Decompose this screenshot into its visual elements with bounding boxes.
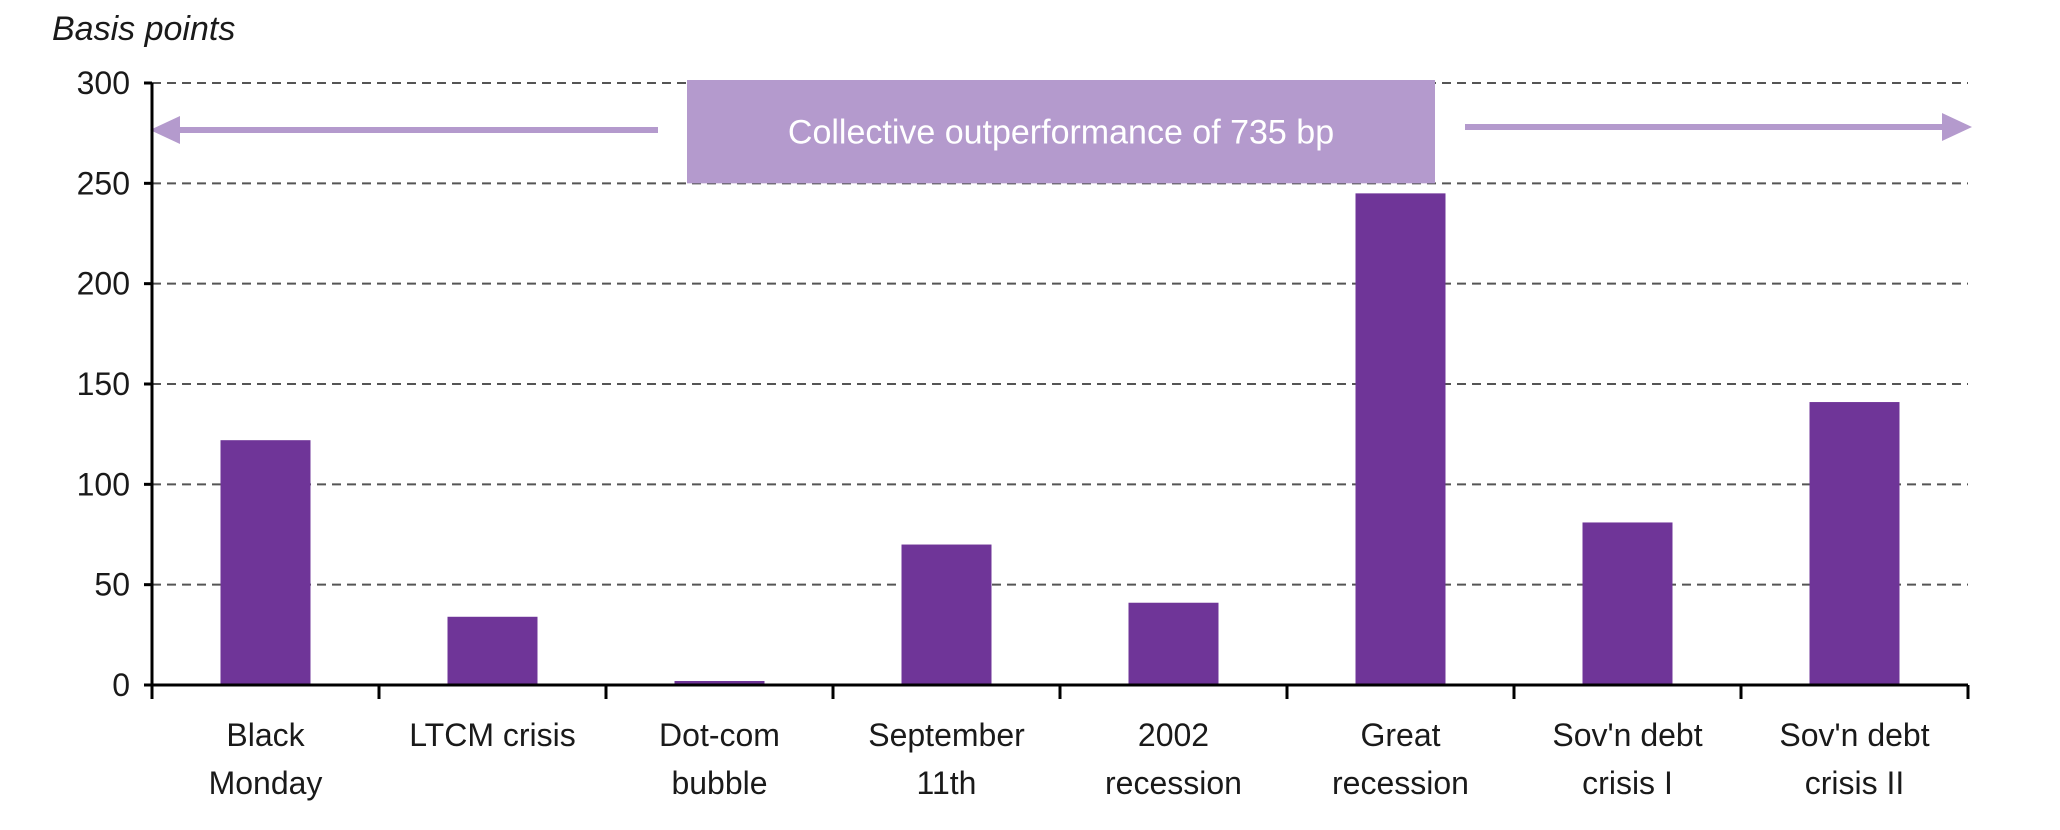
x-tick-label: Dot-com bubble: [659, 717, 780, 801]
x-tick-labels: Black Monday LTCM crisis Dot-com bubble Septe…: [209, 717, 1930, 801]
arrow-head: [150, 116, 180, 144]
bar: [1582, 522, 1673, 685]
annotation-banner: [687, 80, 1435, 184]
y-tick-labels: 0 50 100 150 200 250 300: [77, 65, 130, 703]
axes: [144, 81, 1970, 699]
arrow-left: [150, 116, 658, 144]
x-tick-label: 2002 recession: [1105, 717, 1242, 801]
bar: [1809, 402, 1900, 685]
bars: [220, 193, 1900, 685]
bar: [447, 616, 538, 685]
y-tick-label: 0: [112, 667, 130, 703]
annotation-text: Collective outperformance of 735 bp: [788, 114, 1334, 152]
bar: [220, 440, 311, 685]
x-tick-label: Black Monday: [209, 717, 323, 801]
arrow-head: [1942, 113, 1972, 141]
y-tick-label: 50: [94, 567, 130, 603]
x-tick-label: September 11th: [868, 717, 1025, 801]
x-tick-label: Sov'n debt crisis I: [1552, 717, 1702, 801]
y-tick-label: 100: [77, 466, 130, 502]
y-axis-label: Basis points: [52, 10, 235, 48]
bar: [1128, 602, 1219, 685]
y-tick-label: 300: [77, 65, 130, 101]
bar: [1355, 193, 1446, 685]
y-tick-label: 150: [77, 366, 130, 402]
annotation: Collective outperformance of 735 bp: [150, 80, 1972, 184]
y-tick-label: 250: [77, 165, 130, 201]
y-tick-label: 200: [77, 266, 130, 302]
arrow-right: [1465, 113, 1972, 141]
x-tick-label: Sov'n debt crisis II: [1779, 717, 1929, 801]
x-tick-label: Great recession: [1332, 717, 1469, 801]
x-tick-label: LTCM crisis: [409, 717, 576, 753]
bar: [901, 544, 992, 685]
bar: [674, 680, 765, 685]
